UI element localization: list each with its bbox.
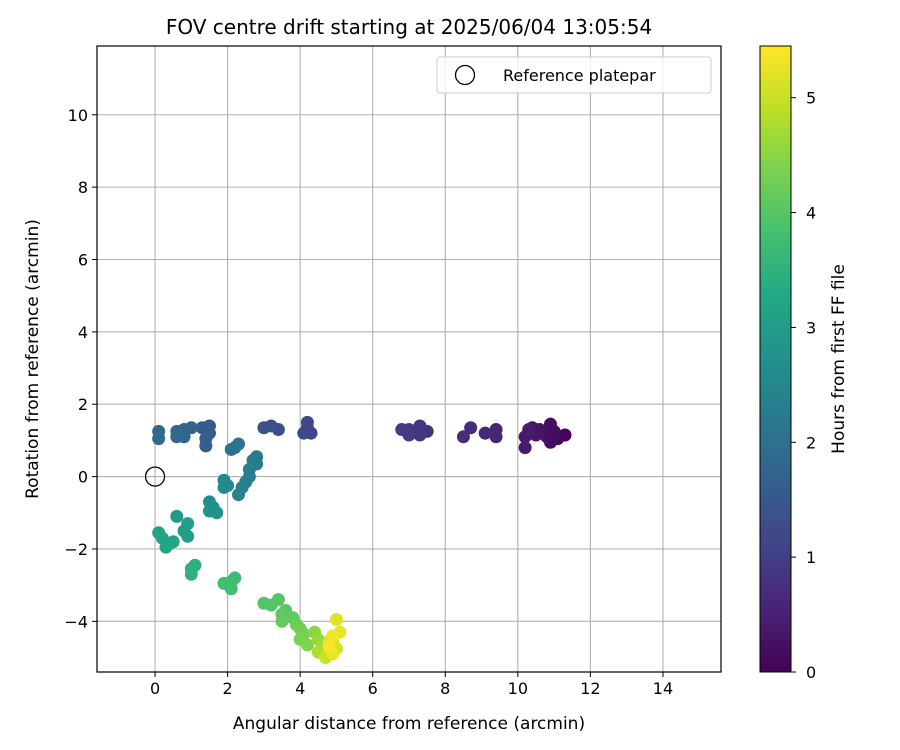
y-tick-label: 4 <box>78 323 88 342</box>
data-point <box>456 430 470 444</box>
x-tick-label: 4 <box>295 679 305 698</box>
colorbar: 0 1 2 3 4 5 Hours from first FF file <box>759 45 849 682</box>
data-point <box>210 506 224 520</box>
x-tick-label: 12 <box>580 679 600 698</box>
data-point <box>489 430 503 444</box>
data-point <box>159 540 173 554</box>
y-tick-label: −2 <box>64 540 88 559</box>
colorbar-tick-label: 0 <box>806 663 816 682</box>
reference-marker <box>144 466 166 487</box>
chart-title: FOV centre drift starting at 2025/06/04 … <box>166 15 652 39</box>
x-tick-label: 2 <box>223 679 233 698</box>
data-point <box>518 441 532 455</box>
data-point <box>322 640 336 654</box>
grid-lines <box>97 46 721 672</box>
x-tick-label: 10 <box>508 679 528 698</box>
data-point <box>413 419 427 433</box>
legend-box <box>436 56 712 94</box>
x-tick-label: 8 <box>440 679 450 698</box>
data-point <box>152 432 166 446</box>
data-point <box>413 428 427 442</box>
data-point <box>326 629 340 643</box>
y-tick-label: 8 <box>78 178 88 197</box>
data-point <box>170 424 184 438</box>
data-point <box>181 529 195 543</box>
y-tick-label: 2 <box>78 395 88 414</box>
colorbar-tick-label: 2 <box>806 433 816 452</box>
legend: Reference platepar <box>436 56 712 94</box>
x-axis-label: Angular distance from reference (arcmin) <box>233 714 585 734</box>
y-tick-label: 0 <box>78 468 88 487</box>
x-tick-label: 0 <box>150 679 160 698</box>
data-point <box>170 509 184 523</box>
data-point <box>257 421 271 435</box>
x-tick-label: 14 <box>653 679 673 698</box>
x-tick-label: 6 <box>368 679 378 698</box>
y-tick-label: 10 <box>68 106 88 125</box>
y-axis-ticks: −4 −2 0 2 4 6 8 10 <box>64 106 97 631</box>
legend-reference-label: Reference platepar <box>503 66 656 85</box>
data-point <box>275 614 289 628</box>
data-point <box>224 442 238 456</box>
data-point <box>522 423 536 437</box>
data-point <box>395 423 409 437</box>
data-point <box>329 613 343 627</box>
reference-marker-layer <box>144 466 166 487</box>
data-point <box>231 488 245 502</box>
colorbar-label: Hours from first FF file <box>829 264 849 454</box>
colorbar-tick-label: 1 <box>806 548 816 567</box>
data-point <box>184 567 198 581</box>
data-point <box>224 582 238 596</box>
data-point <box>543 417 557 431</box>
data-point <box>464 421 478 435</box>
colorbar-ticks: 0 1 2 3 4 5 <box>791 89 816 682</box>
legend-reference-marker <box>454 64 476 86</box>
data-point <box>297 426 311 440</box>
x-axis-ticks: 0 2 4 6 8 10 12 14 <box>150 672 673 698</box>
colorbar-tick-label: 3 <box>806 318 816 337</box>
data-points <box>152 415 572 665</box>
y-tick-label: 6 <box>78 250 88 269</box>
data-point <box>271 593 285 607</box>
data-point <box>199 439 213 453</box>
colorbar-tick-label: 4 <box>806 204 816 223</box>
y-tick-label: −4 <box>64 612 88 631</box>
data-point <box>217 480 231 494</box>
y-axis-label: Rotation from reference (arcmin) <box>23 219 43 499</box>
data-point <box>478 426 492 440</box>
colorbar-gradient <box>759 45 792 673</box>
plot-frame <box>96 45 722 673</box>
colorbar-tick-label: 5 <box>806 89 816 108</box>
data-point <box>300 638 314 652</box>
